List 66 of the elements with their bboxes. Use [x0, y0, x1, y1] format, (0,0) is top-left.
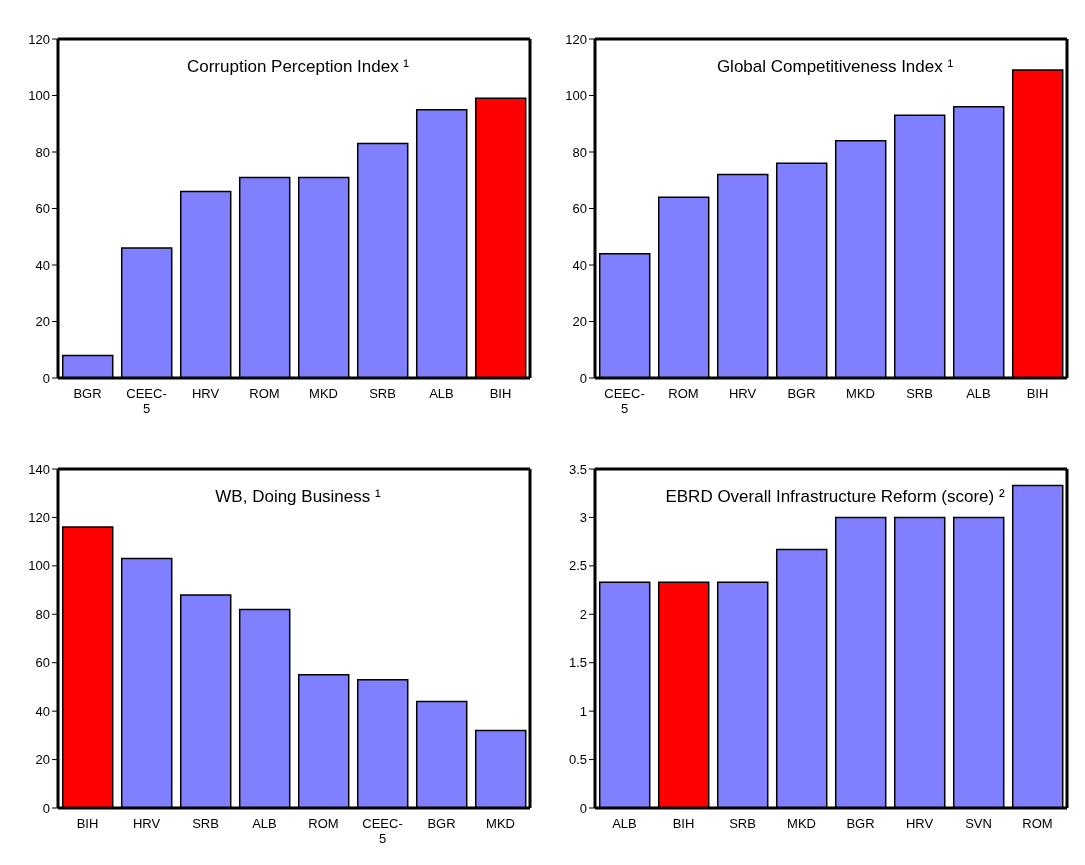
y-tick-label: 60: [35, 201, 50, 217]
x-tick-label: HRV: [905, 816, 934, 831]
y-tick-label: 100: [565, 88, 587, 104]
y-tick-label: 80: [572, 144, 587, 160]
y-tick-label: 20: [35, 314, 50, 330]
x-tick-label: BIH: [76, 816, 99, 831]
x-tick-label: SRB: [729, 816, 756, 831]
x-tick-label: MKD: [309, 386, 338, 401]
x-tick-label: BGR: [787, 386, 816, 401]
text: EBRD Overall Infrastructure Reform (score) ²: [664, 486, 1006, 507]
x-tick-label: ALB: [429, 386, 454, 401]
x-tick-label: ROM: [1022, 816, 1053, 831]
y-tick-label: 0: [42, 800, 50, 816]
x-tick-label: ROM: [308, 816, 339, 831]
y-tick-label: 20: [572, 314, 587, 330]
y-tick-label: 0.5: [568, 752, 587, 768]
y-tick-label: 0: [579, 370, 587, 386]
x-tick-label: ALB: [252, 816, 277, 831]
y-tick-label: 20: [35, 752, 50, 768]
x-tick-label: SRB: [192, 816, 219, 831]
y-tick-label: 120: [565, 31, 587, 47]
y-tick-label: 40: [35, 703, 50, 719]
y-tick-label: 80: [35, 144, 50, 160]
y-tick-label: 80: [35, 606, 50, 622]
y-tick-label: 40: [35, 257, 50, 273]
x-tick-label: MKD: [787, 816, 816, 831]
x-tick-label: HRV: [132, 816, 161, 831]
y-tick-label: 100: [28, 558, 50, 574]
x-tick-label: HRV: [191, 386, 220, 401]
y-tick-label: 60: [572, 201, 587, 217]
x-tick-label: ALB: [612, 816, 637, 831]
x-tick-label: MKD: [486, 816, 515, 831]
x-tick-label: CEEC-5: [362, 816, 403, 846]
y-tick-label: 2.5: [568, 558, 587, 574]
x-tick-label: MKD: [846, 386, 875, 401]
text: Corruption Perception Index ¹: [185, 56, 411, 77]
y-tick-label: 0: [42, 370, 50, 386]
text: Global Competitiveness Index ¹: [715, 56, 955, 77]
y-tick-label: 3.5: [568, 461, 587, 477]
y-tick-label: 0: [579, 800, 587, 816]
x-tick-label: SRB: [906, 386, 933, 401]
x-tick-label: BIH: [1026, 386, 1049, 401]
y-tick-label: 120: [28, 510, 50, 526]
y-tick-label: 3: [579, 510, 587, 526]
x-tick-label: BGR: [73, 386, 102, 401]
y-tick-label: 60: [35, 655, 50, 671]
y-tick-label: 40: [572, 257, 587, 273]
y-tick-label: 2: [579, 606, 587, 622]
y-tick-label: 1: [579, 703, 587, 719]
x-tick-label: BGR: [427, 816, 456, 831]
x-tick-label: BIH: [489, 386, 512, 401]
x-tick-label: BIH: [672, 816, 695, 831]
x-tick-label: CEEC-5: [604, 386, 645, 416]
x-tick-label: ROM: [668, 386, 699, 401]
x-tick-label: BGR: [846, 816, 875, 831]
y-tick-label: 120: [28, 31, 50, 47]
text: WB, Doing Business ¹: [214, 486, 382, 507]
x-tick-label: ALB: [966, 386, 991, 401]
y-tick-label: 100: [28, 88, 50, 104]
x-tick-label: CEEC-5: [126, 386, 167, 416]
x-tick-label: SRB: [369, 386, 396, 401]
y-tick-label: 140: [28, 461, 50, 477]
x-tick-label: HRV: [728, 386, 757, 401]
x-tick-label: SVN: [965, 816, 992, 831]
x-tick-label: ROM: [249, 386, 280, 401]
y-tick-label: 1.5: [568, 655, 587, 671]
